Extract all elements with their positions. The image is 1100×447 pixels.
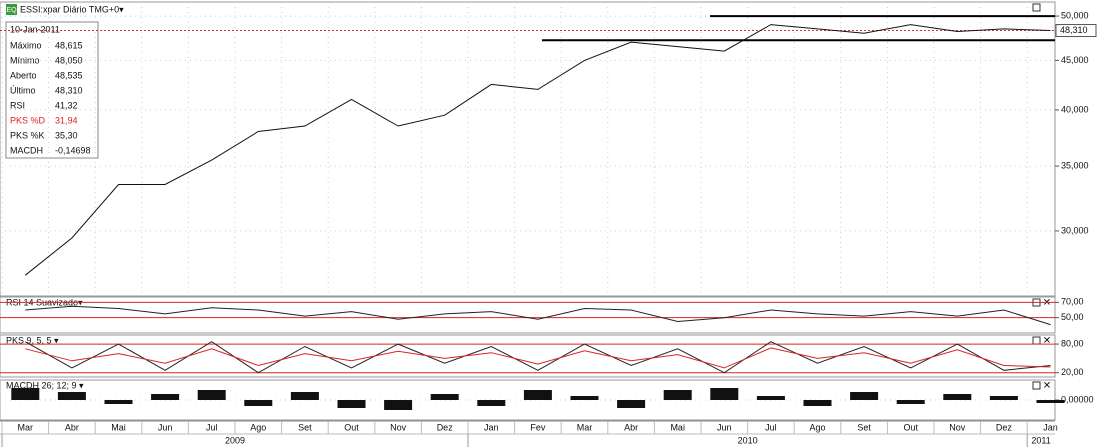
x-tick-label: Mar <box>577 422 593 432</box>
histogram-bar <box>896 400 925 404</box>
histogram-bar <box>11 388 40 400</box>
last-price-box <box>1055 24 1097 38</box>
info-value: 31,94 <box>55 115 78 125</box>
x-tick-label: Abr <box>624 422 638 432</box>
histogram-bar <box>756 396 785 400</box>
histogram-bar <box>57 392 86 400</box>
panel-close[interactable]: ✕ <box>1043 298 1051 309</box>
x-tick-label: Out <box>903 422 918 432</box>
histogram-bar <box>617 400 646 408</box>
info-label: Máximo <box>10 40 42 50</box>
panel-frame <box>0 1 1056 297</box>
panel-title[interactable]: PKS 9, 5, 5 ▾ <box>6 335 59 345</box>
price-line <box>25 305 1051 326</box>
panel-frame <box>0 296 1056 334</box>
x-tick-label: Mar <box>18 422 34 432</box>
y-tick-label: 30,000 <box>1061 225 1089 235</box>
panel-close[interactable]: ✕ <box>1043 381 1051 392</box>
histogram-bar <box>523 390 552 400</box>
price-line <box>24 24 1051 276</box>
x-tick-label: Dez <box>437 422 454 432</box>
panel-title[interactable]: MACDH 26; 12; 9 ▾ <box>6 380 84 390</box>
histogram-bar <box>244 400 273 406</box>
info-label: PKS %K <box>10 130 45 140</box>
y-tick-label: 50,000 <box>1061 10 1089 20</box>
year-label: 2011 <box>1031 435 1050 445</box>
histogram-bar <box>477 400 506 406</box>
y-tick-label: 35,000 <box>1061 160 1089 170</box>
last-price-label: 48,310 <box>1060 25 1088 35</box>
panel-close[interactable]: ✕ <box>1043 336 1051 347</box>
price-line <box>25 347 1051 369</box>
y-tick-label: 50,00 <box>1061 312 1084 322</box>
histogram-bar <box>943 394 972 400</box>
x-tick-label: Jun <box>717 422 732 432</box>
y-tick-label: 0,00000 <box>1061 394 1094 404</box>
info-label: Mínimo <box>10 55 40 65</box>
y-tick-label: 20,00 <box>1061 367 1084 377</box>
x-tick-label: Nov <box>390 422 407 432</box>
header-icon-box <box>6 4 17 15</box>
panel-button[interactable] <box>1032 3 1041 12</box>
histogram-bar <box>337 400 366 408</box>
histogram-bar <box>290 392 319 400</box>
y-tick-label: 40,000 <box>1061 104 1089 114</box>
histogram-bar <box>104 400 133 404</box>
histogram-bar <box>384 400 413 410</box>
info-label: Aberto <box>10 70 37 80</box>
year-label: 2009 <box>225 435 245 445</box>
info-panel <box>5 21 99 159</box>
header-title[interactable]: ESSI:xpar Diário TMG+0▾ <box>20 4 124 14</box>
info-value: 41,32 <box>55 100 78 110</box>
histogram-bar <box>570 396 599 400</box>
histogram-bar <box>663 390 692 400</box>
y-tick-label: 80,00 <box>1061 338 1084 348</box>
info-value: 48,615 <box>55 40 83 50</box>
x-tick-label: Jan <box>484 422 499 432</box>
x-tick-label: Dez <box>996 422 1013 432</box>
x-tick-label: Mai <box>670 422 685 432</box>
info-value: 48,310 <box>55 85 83 95</box>
x-tick-label: Ago <box>250 422 266 432</box>
histogram-bar <box>710 388 739 400</box>
histogram-bar <box>151 394 180 400</box>
panel-frame <box>0 334 1056 378</box>
x-tick-label: Jul <box>765 422 777 432</box>
x-tick-label: Nov <box>949 422 966 432</box>
year-label: 2010 <box>738 435 758 445</box>
x-tick-label: Mai <box>111 422 126 432</box>
price-line <box>25 341 1051 374</box>
x-tick-label: Set <box>298 422 312 432</box>
histogram-bar <box>989 396 1018 400</box>
y-tick-label: 70,00 <box>1061 297 1084 307</box>
info-label: Último <box>10 85 36 95</box>
x-tick-label: Jun <box>158 422 173 432</box>
histogram-bar <box>850 392 879 400</box>
x-tick-label: Fev <box>530 422 546 432</box>
panel-button[interactable] <box>1032 381 1041 390</box>
info-value: 35,30 <box>55 130 78 140</box>
info-label: RSI <box>10 100 25 110</box>
x-tick-label: Abr <box>65 422 79 432</box>
info-value: 48,050 <box>55 55 83 65</box>
histogram-bar <box>197 390 226 400</box>
x-tick-label: Out <box>344 422 359 432</box>
x-tick-label: Ago <box>809 422 825 432</box>
info-value: -0,14698 <box>55 145 91 155</box>
x-tick-label: Set <box>857 422 871 432</box>
histogram-bar <box>1036 400 1065 403</box>
histogram-bar <box>430 394 459 400</box>
histogram-bar <box>803 400 832 406</box>
info-label: MACDH <box>10 145 43 155</box>
y-tick-label: 45,000 <box>1061 55 1089 65</box>
info-label: PKS %D <box>10 115 46 125</box>
x-tick-label: Jan <box>1043 422 1058 432</box>
info-value: 48,535 <box>55 70 83 80</box>
info-date: 10-Jan-2011 <box>10 24 60 34</box>
x-tick-label: Jul <box>206 422 218 432</box>
header-icon: EQ <box>6 7 17 14</box>
